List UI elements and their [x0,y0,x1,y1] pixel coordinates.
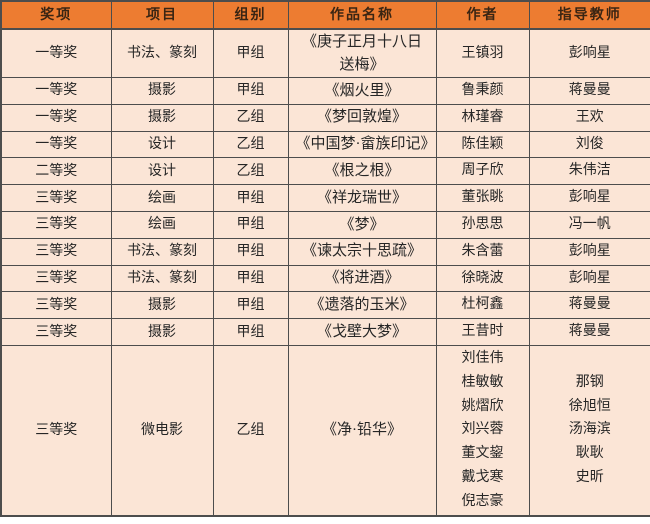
group-cell: 甲组 [212,318,289,346]
advisor-cell: 彭响星 [528,28,650,78]
advisor-cell: 王欢 [528,103,650,132]
award-cell: 三等奖 [0,344,112,517]
award-cell: 三等奖 [0,291,112,320]
title-cell: 《烟火里》 [287,77,437,105]
advisor-cell: 刘俊 [528,130,650,159]
group-cell: 乙组 [212,103,289,132]
category-cell: 书法、篆刻 [110,237,214,266]
table-row: 三等奖 绘画 甲组 《祥龙瑞世》 董张眺 彭响星 [0,184,650,212]
title-cell: 《净·铅华》 [287,344,437,517]
author-cell: 徐晓波 [435,264,530,293]
award-cell: 一等奖 [0,77,112,105]
title-cell: 《将进酒》 [287,264,437,293]
award-cell: 一等奖 [0,103,112,132]
group-cell: 甲组 [212,237,289,266]
group-cell: 乙组 [212,344,289,517]
author-cell: 杜柯鑫 [435,291,530,320]
award-cell: 一等奖 [0,130,112,159]
award-cell: 三等奖 [0,210,112,239]
author-cell: 鲁秉颜 [435,77,530,105]
award-cell: 二等奖 [0,157,112,186]
category-cell: 摄影 [110,103,214,132]
group-cell: 乙组 [212,157,289,186]
category-cell: 微电影 [110,344,214,517]
title-cell: 《谏太宗十思疏》 [287,237,437,266]
table-row: 一等奖 设计 乙组 《中国梦·畲族印记》 陈佳颖 刘俊 [0,130,650,159]
award-cell: 三等奖 [0,264,112,293]
category-cell: 摄影 [110,318,214,346]
category-cell: 摄影 [110,77,214,105]
advisor-cell: 朱伟洁 [528,157,650,186]
title-cell: 《梦》 [287,210,437,239]
title-cell: 《根之根》 [287,157,437,186]
category-cell: 绘画 [110,184,214,212]
advisor-cell: 蒋曼曼 [528,318,650,346]
category-cell: 书法、篆刻 [110,28,214,78]
award-cell: 三等奖 [0,318,112,346]
table-body: 一等奖 书法、篆刻 甲组 《庚子正月十八日送梅》 王镇羽 彭响星 一等奖 摄影 甲组 《烟火里》鲁… [0,28,650,517]
advisor-cell: 彭响星 [528,264,650,293]
author-cell: 陈佳颖 [435,130,530,159]
category-cell: 设计 [110,157,214,186]
award-cell: 三等奖 [0,237,112,266]
group-cell: 甲组 [212,264,289,293]
table-row: 三等奖 绘画 甲组 《梦》 孙思思 冯一帆 [0,210,650,239]
title-cell: 《遗落的玉米》 [287,291,437,320]
advisor-cell: 冯一帆 [528,210,650,239]
award-cell: 一等奖 [0,28,112,78]
table-row: 一等奖 摄影 乙组 《梦回敦煌》 林瑾睿 王欢 [0,103,650,132]
header-cell-advisor: 指导教师 [528,0,650,30]
table-row: 二等奖 设计 乙组 《根之根》 周子欣 朱伟洁 [0,157,650,186]
title-cell: 《梦回敦煌》 [287,103,437,132]
table-row: 一等奖 摄影 甲组 《烟火里》 鲁秉颜 蒋曼曼 [0,77,650,105]
advisor-cell: 彭响星 [528,237,650,266]
title-cell: 《祥龙瑞世》 [287,184,437,212]
author-cell: 王昔时 [435,318,530,346]
author-cell: 周子欣 [435,157,530,186]
category-cell: 绘画 [110,210,214,239]
table-row: 一等奖 书法、篆刻 甲组 《庚子正月十八日送梅》 王镇羽 彭响星 [0,28,650,78]
table-row: 三等奖 书法、篆刻 甲组 《将进酒》 徐晓波 彭响星 [0,264,650,293]
header-cell-author: 作者 [435,0,530,30]
advisor-cell: 蒋曼曼 [528,77,650,105]
author-cell: 林瑾睿 [435,103,530,132]
title-cell: 《戈壁大梦》 [287,318,437,346]
header-cell-work-title: 作品名称 [287,0,437,30]
group-cell: 甲组 [212,184,289,212]
category-cell: 书法、篆刻 [110,264,214,293]
header-cell-category: 项目 [110,0,214,30]
group-cell: 乙组 [212,130,289,159]
author-cell: 刘佳伟 桂敏敏 姚熠欣 刘兴蓉 董文鋆 戴戈寒 倪志豪 [435,344,530,517]
award-cell: 三等奖 [0,184,112,212]
table-row: 三等奖 摄影 甲组 《遗落的玉米》 杜柯鑫 蒋曼曼 [0,291,650,320]
advisor-cell: 彭响星 [528,184,650,212]
group-cell: 甲组 [212,28,289,78]
author-cell: 董张眺 [435,184,530,212]
table-row: 三等奖 微电影 乙组 《净·铅华》 刘佳伟 桂敏敏 姚熠欣 刘兴蓉 董文鋆 戴戈寒 倪志… [0,344,650,517]
author-cell: 王镇羽 [435,28,530,78]
advisor-cell: 那钢 徐旭恒 汤海滨 耿耿 史昕 [528,344,650,517]
header-cell-award: 奖项 [0,0,112,30]
group-cell: 甲组 [212,77,289,105]
title-cell: 《中国梦·畲族印记》 [287,130,437,159]
advisor-cell: 蒋曼曼 [528,291,650,320]
category-cell: 设计 [110,130,214,159]
header-row: 奖项 项目 组别 作品名称 作者 指导教师 [0,0,650,30]
title-cell: 《庚子正月十八日送梅》 [287,28,437,78]
header-cell-group: 组别 [212,0,289,30]
table-row: 三等奖 书法、篆刻 甲组 《谏太宗十思疏》 朱含蕾 彭响星 [0,237,650,266]
category-cell: 摄影 [110,291,214,320]
group-cell: 甲组 [212,291,289,320]
group-cell: 甲组 [212,210,289,239]
author-cell: 孙思思 [435,210,530,239]
table-row: 三等奖 摄影 甲组 《戈壁大梦》 王昔时 蒋曼曼 [0,318,650,346]
author-cell: 朱含蕾 [435,237,530,266]
